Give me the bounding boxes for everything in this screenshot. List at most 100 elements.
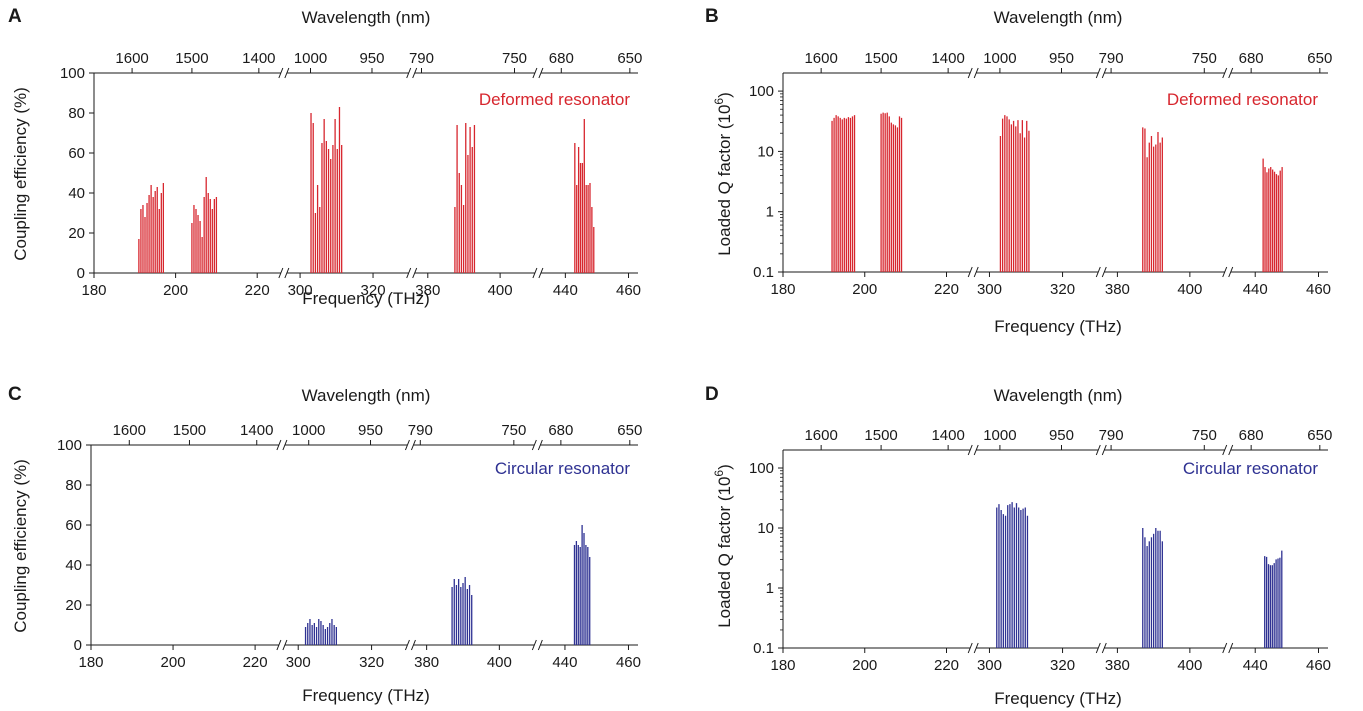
panel-d-break-gap-1-0 [1098,644,1105,652]
panel-d-x2-tick-label-5: 790 [1099,427,1124,444]
panel-d-x2-tick-label-0: 1600 [804,427,837,444]
panel-a-break-mark-2-1-l [532,67,538,79]
panel-b-x-tick-label-0: 180 [770,281,795,298]
panel-b-break-mark-1-0-r [1101,266,1107,278]
panel-d-x2-tick-label-7: 680 [1239,427,1264,444]
panel-b-x2-tick-label-0: 1600 [804,50,837,67]
panel-b-break-mark-0-0-r [973,266,979,278]
panel-b-break-mark-2-1-r [1228,67,1234,79]
panel-d-y-tick-label-2: 10 [757,520,774,537]
panel-d-x-tick-label-0: 180 [770,657,795,674]
panel-a-wavelength-title: Wavelength (nm) [302,8,431,27]
panel-b-break-gap-1-1 [1098,69,1105,77]
panel-a-break-mark-1-0-l [406,267,412,279]
panel-letter-c: C [8,384,22,405]
panel-letter-b: B [705,6,719,27]
panel-d-x2-tick-label-8: 650 [1307,427,1332,444]
panel-b-break-gap-1-0 [1098,268,1105,276]
panel-c-break-mark-2-1-r [537,439,543,451]
panel-letter-a: A [8,6,22,27]
panel-b-x2-tick-label-7: 680 [1239,50,1264,67]
panel-c-y-tick-label-2: 40 [65,557,82,574]
panel-a-break-gap-2-0 [534,269,541,277]
panel-a-break-gap-0-1 [280,69,287,77]
panel-b-x2-tick-label-6: 750 [1192,50,1217,67]
panel-c-break-mark-1-1-r [410,439,416,451]
panel-b-x-tick-label-8: 460 [1306,281,1331,298]
panel-b-break-gap-0-0 [970,268,977,276]
panel-d-frequency-title: Frequency (THz) [994,689,1122,708]
panel-c-break-mark-1-1-l [404,439,410,451]
panel-d-x-tick-label-2: 220 [934,657,959,674]
panel-d-break-mark-1-0-r [1101,642,1107,654]
panel-c-break-gap-1-0 [407,641,414,649]
panel-a-x-tick-label-7: 440 [553,282,578,299]
panel-d-y-tick-label-1: 1 [766,580,774,597]
panel-b-frequency-title: Frequency (THz) [994,317,1122,336]
panel-a-x-tick-label-6: 400 [488,282,513,299]
panel-a-x2-tick-label-1: 1500 [175,50,208,67]
panel-c-x-tick-label-1: 200 [161,654,186,671]
panel-d-break-mark-1-1-l [1095,444,1101,456]
panel-b-x-tick-label-2: 220 [934,281,959,298]
panel-c-x2-tick-label-0: 1600 [113,422,146,439]
panel-c-x2-tick-label-4: 950 [358,422,383,439]
panel-a-break-mark-0-0-l [278,267,284,279]
panel-b-x-tick-label-4: 320 [1050,281,1075,298]
panel-a-y-title: Coupling efficiency (%) [11,87,30,261]
panel-b-y-title: Loaded Q factor (106) [712,92,734,256]
panel-b-annotation: Deformed resonator [1167,90,1319,109]
panel-a-x-tick-label-1: 200 [163,282,188,299]
panel-c-break-mark-0-0-r [282,639,288,651]
panel-a-break-mark-2-0-l [532,267,538,279]
panel-a-x2-tick-label-0: 1600 [115,50,148,67]
panel-a-break-mark-0-0-r [284,267,290,279]
panel-c-y-tick-label-1: 20 [65,597,82,614]
panel-b-y-tick-label-1: 1 [766,204,774,221]
panel-c-x2-tick-label-6: 750 [501,422,526,439]
panel-d-x-tick-label-6: 400 [1177,657,1202,674]
panel-a-x-tick-label-8: 460 [616,282,641,299]
panel-c-y-tick-label-0: 0 [74,637,82,654]
panel-a-break-mark-1-1-r [412,67,418,79]
panel-d-x2-tick-label-4: 950 [1049,427,1074,444]
panel-c-x-tick-label-5: 380 [414,654,439,671]
panel-c-y-tick-label-4: 80 [65,477,82,494]
panel-a-x-tick-label-3: 300 [288,282,313,299]
panel-a-break-mark-0-1-l [278,67,284,79]
panel-a-y-tick-label-5: 100 [60,65,85,82]
panel-b-y-tick-label-3: 100 [749,83,774,100]
panel-b-break-gap-2-1 [1224,69,1231,77]
panel-c-y-tick-label-3: 60 [65,517,82,534]
panel-a-break-gap-0-0 [280,269,287,277]
panel-c-break-mark-1-0-l [404,639,410,651]
panel-a: A Wavelength (nm) Frequency (THz) Coupli… [8,6,630,308]
panel-b-y-tick-label-2: 10 [757,143,774,160]
panel-a-x2-tick-label-8: 650 [617,50,642,67]
panel-d-x2-tick-label-2: 1400 [931,427,964,444]
panel-b-plot: 180 200 220 300 320 380 400 440 460 1600 1500 1400 1… [749,50,1332,298]
panel-d-x2-tick-label-6: 750 [1192,427,1217,444]
panel-d-break-mark-0-0-l [967,642,973,654]
panel-c-wavelength-title: Wavelength (nm) [302,386,431,405]
panel-c-x-tick-label-0: 180 [78,654,103,671]
panel-c-break-gap-0-0 [278,641,285,649]
panel-c-break-mark-0-0-l [276,639,282,651]
panel-d-break-mark-2-1-r [1228,444,1234,456]
panel-a-y-tick-label-4: 80 [68,105,85,122]
panel-b-y-tick-label-0: 0.1 [753,264,774,281]
panel-c-break-mark-2-1-l [531,439,537,451]
panel-c-x-tick-label-7: 440 [552,654,577,671]
panel-d-x-tick-label-7: 440 [1243,657,1268,674]
panel-a-break-mark-2-1-r [538,67,544,79]
panel-b-x-tick-label-5: 380 [1105,281,1130,298]
panel-d-y-title: Loaded Q factor (106) [712,464,734,628]
panel-b-break-mark-2-0-r [1228,266,1234,278]
panel-c-break-gap-1-1 [407,441,414,449]
panel-b-y-title-sup: 6 [712,98,726,105]
panel-d-y-tick-label-0: 0.1 [753,640,774,657]
panel-d-break-gap-0-1 [970,446,977,454]
